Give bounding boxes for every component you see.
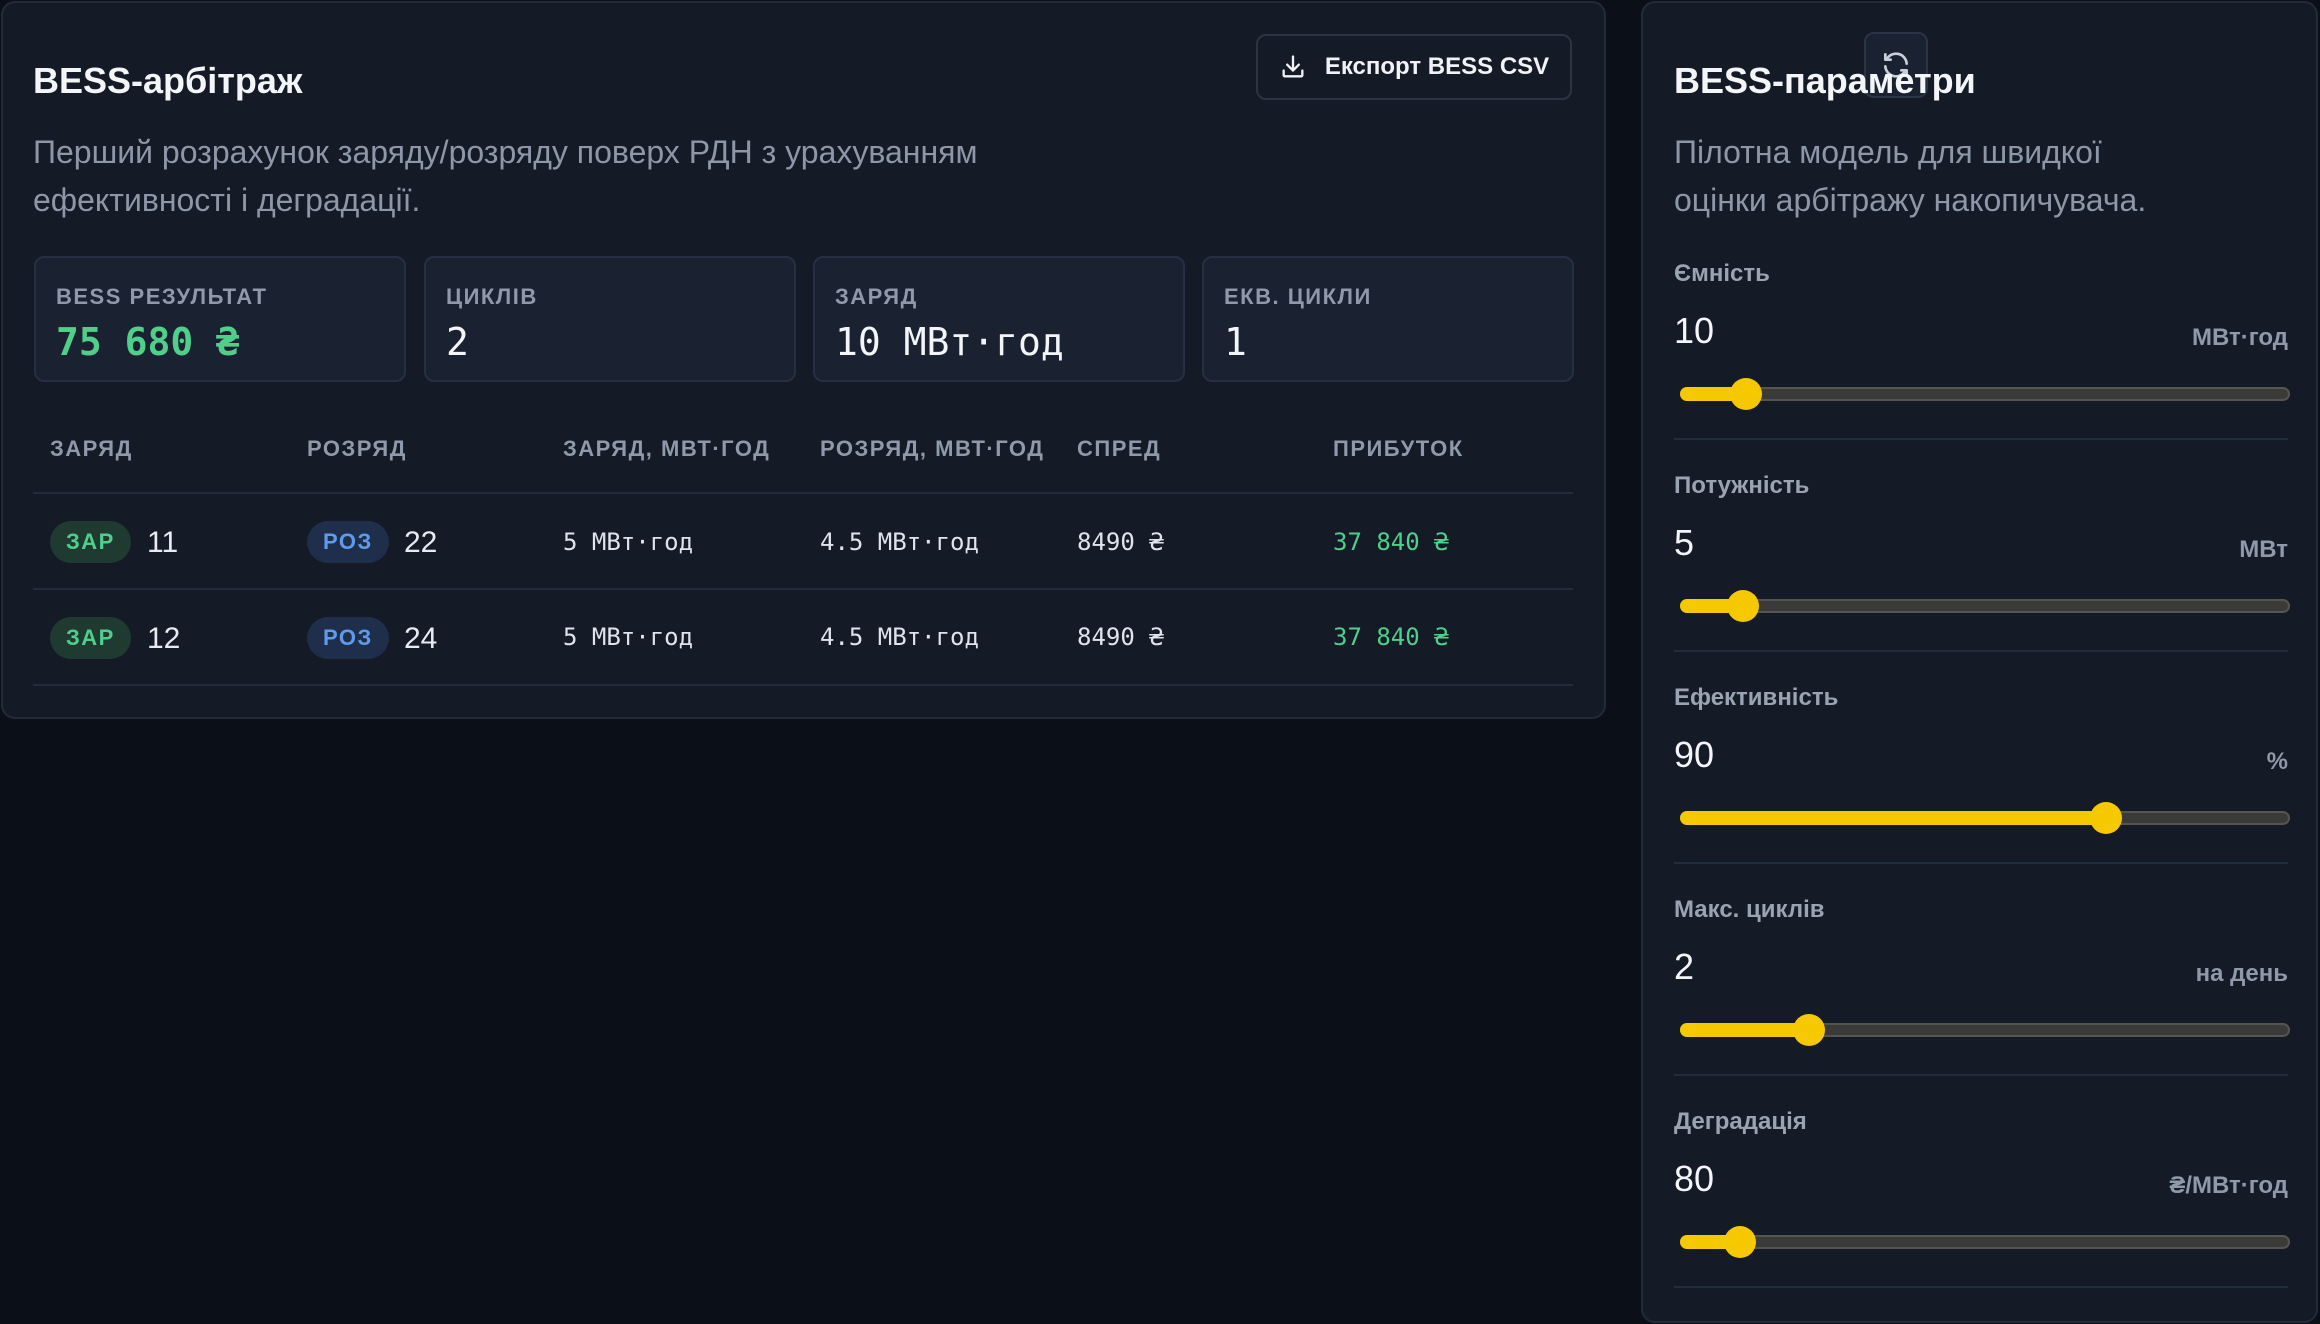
max-cycles-value: 2 [1674, 946, 1695, 987]
efficiency-slider-thumb[interactable] [2090, 802, 2123, 834]
charge-chip: ЗАР [50, 521, 131, 563]
arbitrage-title: BESS-арбітраж [33, 60, 303, 101]
stat-value: 75 680 ₴ [56, 320, 240, 364]
column-header-discharge: РОЗРЯД [307, 436, 407, 461]
efficiency-slider[interactable] [1680, 802, 2290, 834]
parameter-divider [1674, 1074, 2288, 1076]
column-header-charge-mwh: ЗАРЯД, МВТ·ГОД [563, 436, 771, 461]
column-header-spread: СПРЕД [1077, 436, 1162, 461]
degradation-slider-thumb[interactable] [1723, 1226, 1756, 1258]
capacity-slider-thumb[interactable] [1729, 378, 1762, 410]
stat-value: 10 МВт·год [835, 320, 1064, 364]
capacity-slider[interactable] [1680, 378, 2290, 410]
power-slider-fill [1680, 599, 1741, 613]
degradation-label: Деградація [1674, 1108, 1807, 1135]
power-value: 5 [1674, 522, 1695, 563]
max-cycles-label: Макс. циклів [1674, 896, 1825, 923]
power-label: Потужність [1674, 472, 1810, 499]
max-cycles-slider-thumb[interactable] [1793, 1014, 1826, 1046]
power-unit: МВт [2239, 536, 2288, 563]
degradation-value: 80 [1674, 1158, 1715, 1199]
charge-mwh: 5 МВт·год [563, 623, 694, 651]
column-header-charge: ЗАРЯД [50, 436, 133, 461]
discharge-chip: РОЗ [307, 617, 389, 659]
charge-hour: 11 [147, 526, 179, 559]
table-divider [33, 588, 1573, 590]
charge-mwh: 5 МВт·год [563, 528, 694, 556]
capacity-slider-fill [1680, 387, 1744, 401]
efficiency-unit: % [2266, 748, 2288, 775]
stat-card-charge: ЗАРЯД 10 МВт·год [813, 256, 1185, 382]
parameter-divider [1674, 1286, 2288, 1288]
export-csv-label: Експорт BESS CSV [1324, 53, 1550, 80]
stat-value: 2 [446, 320, 469, 364]
efficiency-value: 90 [1674, 734, 1715, 775]
degradation-slider-fill [1680, 1235, 1738, 1249]
spread-value: 8490 ₴ [1077, 528, 1164, 556]
capacity-label: Ємність [1674, 260, 1770, 287]
export-csv-button[interactable]: Експорт BESS CSV [1256, 34, 1572, 100]
stat-label: ЕКВ. ЦИКЛИ [1224, 284, 1372, 309]
stat-card-cycles: ЦИКЛІВ 2 [424, 256, 796, 382]
degradation-slider[interactable] [1680, 1226, 2290, 1258]
power-slider-thumb[interactable] [1726, 590, 1759, 622]
spread-value: 8490 ₴ [1077, 623, 1164, 651]
capacity-value: 10 [1674, 310, 1715, 351]
column-header-discharge-mwh: РОЗРЯД, МВТ·ГОД [820, 436, 1045, 461]
download-icon [1282, 55, 1304, 78]
efficiency-slider-fill [1680, 811, 2105, 825]
power-slider[interactable] [1680, 590, 2290, 622]
column-header-profit: ПРИБУТОК [1333, 436, 1464, 461]
refresh-button[interactable] [1864, 32, 1928, 98]
capacity-unit: МВт·год [2191, 324, 2288, 351]
charge-hour: 12 [147, 622, 181, 655]
arbitrage-description: Перший розрахунок заряду/розряду поверх … [33, 134, 978, 218]
discharge-mwh: 4.5 МВт·год [820, 528, 979, 556]
bess-parameters-panel [1641, 1, 2318, 1323]
stat-label: ЦИКЛІВ [446, 284, 538, 309]
table-divider [33, 492, 1573, 494]
discharge-chip: РОЗ [307, 521, 389, 563]
stat-value: 1 [1224, 320, 1247, 364]
profit-value: 37 840 ₴ [1333, 528, 1449, 556]
parameter-divider [1674, 650, 2288, 652]
stat-label: BESS РЕЗУЛЬТАТ [56, 284, 268, 309]
parameters-title: BESS-параметри [1674, 60, 1976, 101]
stat-card-equivalent-cycles: ЕКВ. ЦИКЛИ 1 [1202, 256, 1574, 382]
efficiency-label: Ефективність [1674, 684, 1839, 711]
discharge-hour: 22 [404, 526, 438, 559]
degradation-unit: ₴/МВт·год [2169, 1172, 2288, 1199]
parameters-description: Пілотна модель для швидкої оцінки арбітр… [1674, 134, 2147, 218]
table-divider [33, 684, 1573, 686]
max-cycles-slider-fill [1680, 1023, 1808, 1037]
max-cycles-slider[interactable] [1680, 1014, 2290, 1046]
refresh-icon [1884, 52, 1908, 78]
profit-value: 37 840 ₴ [1333, 623, 1449, 651]
discharge-mwh: 4.5 МВт·год [820, 623, 979, 651]
max-cycles-unit: на день [2195, 960, 2288, 987]
stat-label: ЗАРЯД [835, 284, 918, 309]
stat-card-result: BESS РЕЗУЛЬТАТ 75 680 ₴ [34, 256, 406, 382]
discharge-hour: 24 [404, 622, 438, 655]
charge-chip: ЗАР [50, 617, 131, 659]
parameter-divider [1674, 438, 2288, 440]
parameter-divider [1674, 862, 2288, 864]
